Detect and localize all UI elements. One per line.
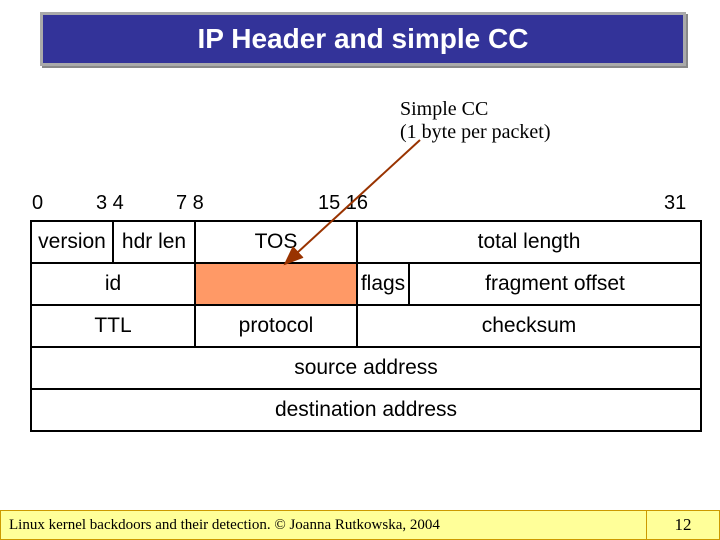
bit-label-31: 31	[664, 192, 686, 215]
annotation-line-2: (1 byte per packet)	[400, 121, 550, 144]
cell-cc-highlight	[195, 263, 357, 305]
bit-label-3-4: 3 4	[96, 192, 124, 215]
table-row: TTL protocol checksum	[31, 305, 701, 347]
title-bar: IP Header and simple CC	[40, 12, 686, 66]
cell-source-address: source address	[31, 347, 701, 389]
annotation-text: Simple CC (1 byte per packet)	[400, 98, 550, 144]
cell-total-length: total length	[357, 221, 701, 263]
cell-flags: flags	[357, 263, 409, 305]
table-row: source address	[31, 347, 701, 389]
ip-header-table: version hdr len TOS total length id flag…	[30, 220, 702, 432]
table-row: version hdr len TOS total length	[31, 221, 701, 263]
cell-hdr-len: hdr len	[113, 221, 195, 263]
cell-tos: TOS	[195, 221, 357, 263]
footer-text: Linux kernel backdoors and their detecti…	[0, 510, 650, 540]
bit-label-0: 0	[32, 192, 43, 215]
bit-label-7-8: 7 8	[176, 192, 204, 215]
cell-ttl: TTL	[31, 305, 195, 347]
slide-title: IP Header and simple CC	[198, 23, 529, 55]
cell-version: version	[31, 221, 113, 263]
page-number: 12	[646, 510, 720, 540]
cell-destination-address: destination address	[31, 389, 701, 431]
cell-fragment-offset: fragment offset	[409, 263, 701, 305]
bit-label-15-16: 15 16	[318, 192, 368, 215]
cell-protocol: protocol	[195, 305, 357, 347]
table-row: destination address	[31, 389, 701, 431]
cell-checksum: checksum	[357, 305, 701, 347]
annotation-line-1: Simple CC	[400, 98, 550, 121]
table-row: id flags fragment offset	[31, 263, 701, 305]
cell-id: id	[31, 263, 195, 305]
